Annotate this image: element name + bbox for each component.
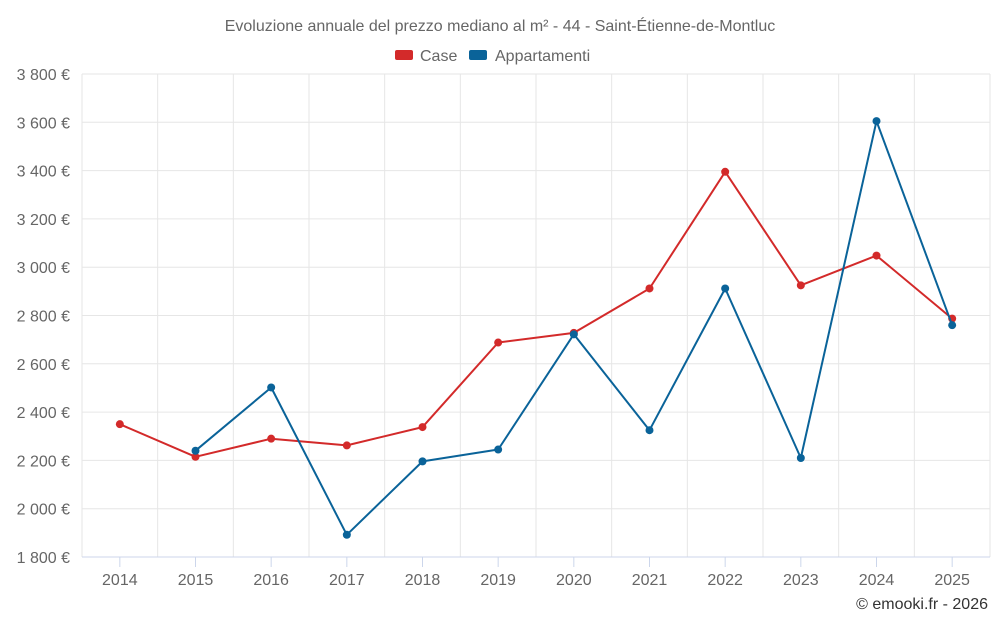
data-point-appartamenti bbox=[267, 383, 276, 392]
y-tick-label: 2 400 € bbox=[17, 405, 70, 422]
x-tick-label: 2025 bbox=[934, 572, 970, 589]
data-point-case bbox=[494, 338, 503, 347]
data-point-appartamenti bbox=[191, 446, 200, 455]
legend-label-appartamenti: Appartamenti bbox=[495, 48, 590, 65]
x-tick-label: 2024 bbox=[859, 572, 895, 589]
data-point-case bbox=[872, 251, 881, 260]
x-tick-label: 2020 bbox=[556, 572, 592, 589]
x-tick-label: 2021 bbox=[632, 572, 668, 589]
y-tick-label: 3 000 € bbox=[17, 260, 70, 277]
y-tick-label: 2 200 € bbox=[17, 453, 70, 470]
y-tick-label: 3 800 € bbox=[17, 67, 70, 84]
data-point-appartamenti bbox=[342, 530, 351, 539]
grid bbox=[81, 73, 991, 557]
legend-swatch-appartamenti bbox=[469, 50, 487, 60]
credit-text: © emooki.fr - 2026 bbox=[856, 596, 988, 613]
chart-title: Evoluzione annuale del prezzo mediano al… bbox=[225, 16, 776, 35]
data-point-case bbox=[191, 452, 200, 461]
series-layer bbox=[115, 117, 957, 539]
series-line-case bbox=[119, 170, 953, 458]
y-tick-label: 1 800 € bbox=[17, 550, 70, 567]
x-tick-label: 2023 bbox=[783, 572, 819, 589]
data-point-case bbox=[418, 423, 427, 432]
y-tick-label: 2 600 € bbox=[17, 357, 70, 374]
legend-swatch-case bbox=[395, 50, 413, 60]
data-point-appartamenti bbox=[494, 445, 503, 454]
y-tick-label: 2 000 € bbox=[17, 502, 70, 519]
data-point-appartamenti bbox=[418, 457, 427, 466]
data-point-case bbox=[342, 441, 351, 450]
x-tick-label: 2019 bbox=[480, 572, 516, 589]
legend: Case Appartamenti bbox=[395, 48, 590, 65]
data-point-appartamenti bbox=[569, 330, 578, 339]
data-point-appartamenti bbox=[872, 117, 881, 126]
data-point-case bbox=[645, 284, 654, 293]
x-tick-label: 2022 bbox=[707, 572, 743, 589]
x-tick-label: 2015 bbox=[178, 572, 214, 589]
y-tick-label: 2 800 € bbox=[17, 309, 70, 326]
data-point-appartamenti bbox=[721, 284, 730, 293]
data-point-case bbox=[267, 434, 276, 443]
data-point-appartamenti bbox=[948, 321, 957, 330]
data-point-appartamenti bbox=[796, 453, 805, 462]
x-tick-label: 2018 bbox=[405, 572, 441, 589]
legend-label-case: Case bbox=[420, 48, 457, 65]
y-tick-label: 3 400 € bbox=[17, 164, 70, 181]
data-point-case bbox=[796, 281, 805, 290]
x-axis: 2014 2015 2016 2017 2018 2019 2020 2021 2022 2023… bbox=[82, 556, 990, 589]
y-axis: 1 800 € 2 000 € 2 200 € 2 400 € 2 600 € 2 800… bbox=[17, 67, 70, 567]
data-point-case bbox=[721, 167, 730, 176]
x-tick-label: 2017 bbox=[329, 572, 365, 589]
data-point-case bbox=[115, 420, 124, 429]
y-tick-label: 3 600 € bbox=[17, 115, 70, 132]
y-tick-label: 3 200 € bbox=[17, 212, 70, 229]
x-tick-label: 2014 bbox=[102, 572, 138, 589]
data-point-appartamenti bbox=[645, 426, 654, 435]
x-tick-label: 2016 bbox=[253, 572, 289, 589]
